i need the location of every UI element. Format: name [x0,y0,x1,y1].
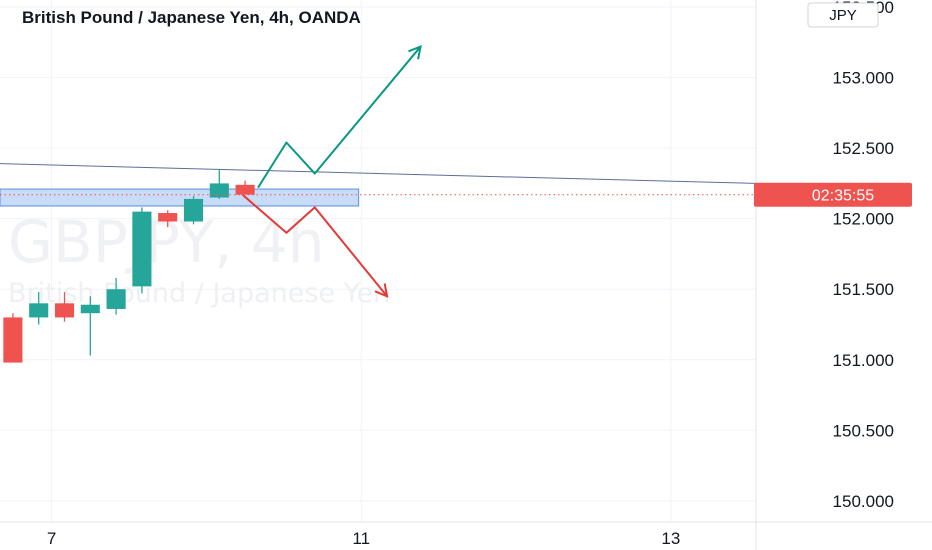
candle-body [183,198,204,222]
price-tick-label: 151.000 [833,351,894,370]
time-tick-label: 11 [352,529,370,548]
price-tick-label: 150.500 [833,421,894,440]
candle [183,196,204,225]
candle [235,180,255,195]
candle-body [235,184,255,195]
currency-badge-box [807,2,879,28]
candle [158,210,178,228]
price-tick-label: 151.500 [833,280,894,299]
candle-body [106,289,126,309]
candle [3,313,23,363]
bearish-projection-arrowhead [374,283,389,298]
trendline-segment [0,163,757,184]
candle [106,277,126,315]
candle-body [132,211,152,287]
support-zone-rect [0,188,360,207]
countdown-badge-box [754,182,912,207]
price-tick-label: 150.000 [833,492,894,511]
time-tick-label: 7 [47,529,56,548]
candle-body [54,303,75,318]
projection-paths[interactable] [241,44,422,298]
candle [132,207,152,294]
grid-lines [0,0,756,522]
currency-badge[interactable]: JPY [807,2,879,28]
price-tick-label: 153.000 [833,69,894,88]
candle [80,296,100,356]
candles [3,169,255,363]
time-axis[interactable]: 7 11 13 [0,521,932,548]
bullish-projection-arrowhead [408,44,422,60]
trendline[interactable] [0,163,757,184]
candle [54,292,75,322]
candle [29,292,49,325]
countdown-badge: 02:35:55 [754,182,912,207]
support-zone[interactable] [0,188,360,207]
bullish-projection [257,45,422,189]
time-tick-label: 13 [661,529,680,548]
price-tick-label: 152.000 [833,210,894,229]
candle [209,169,229,199]
chart-title: British Pound / Japanese Yen, 4h, OANDA [22,8,361,27]
currency-label: JPY [829,7,857,24]
price-axis-background[interactable] [756,0,932,550]
candle-body [3,317,23,363]
countdown-label: 02:35:55 [812,188,874,205]
candle-body [80,304,100,314]
candle-body [29,303,49,318]
candle-body [158,213,178,222]
price-tick-label: 152.500 [833,139,894,158]
candle-body [209,183,229,198]
bearish-projection [241,193,388,297]
watermark: GBPJPY, 4h British Pound / Japanese Yen [8,208,390,309]
